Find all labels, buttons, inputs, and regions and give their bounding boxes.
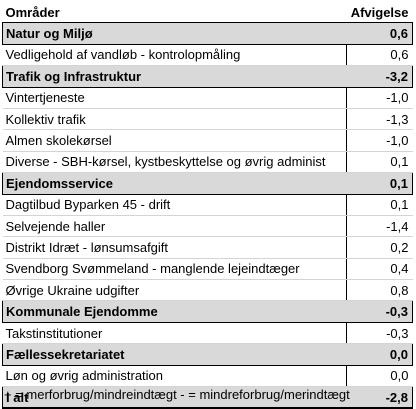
- row-value: 0,1: [346, 194, 413, 216]
- section-title: Kommunale Ejendomme: [2, 300, 347, 323]
- row-label: Svendborg Svømmeland - manglende lejeind…: [2, 258, 347, 281]
- row-label: Selvejende haller: [2, 215, 347, 238]
- row-value: 0,8: [346, 279, 413, 302]
- section-row-ejendomsservice: Ejendomsservice 0,1: [2, 172, 413, 195]
- table-row: Svendborg Svømmeland - manglende lejeind…: [2, 258, 413, 281]
- row-label: Kollektiv trafik: [2, 108, 347, 131]
- row-label: Øvrige Ukraine udgifter: [2, 279, 347, 302]
- row-label: Dagtilbud Byparken 45 - drift: [2, 194, 347, 216]
- section-title: Fællessekretariatet: [2, 343, 347, 366]
- row-label: Takstinstitutioner: [2, 322, 347, 345]
- table-row: Diverse - SBH-kørsel, kystbeskyttelse og…: [2, 151, 413, 174]
- row-value: -1,3: [346, 108, 413, 131]
- section-value: 0,0: [346, 343, 413, 366]
- row-label: Diverse - SBH-kørsel, kystbeskyttelse og…: [2, 151, 347, 174]
- section-title: Ejendomsservice: [2, 172, 347, 195]
- section-value: -0,3: [346, 300, 413, 323]
- table-row: Takstinstitutioner -0,3: [2, 322, 413, 345]
- table-row: Vedligehold af vandløb - kontrolopmåling…: [2, 44, 413, 67]
- table-row: Dagtilbud Byparken 45 - drift 0,1: [2, 194, 413, 216]
- table-row: Vintertjeneste -1,0: [2, 87, 413, 109]
- header-afvigelse: Afvigelse: [346, 2, 413, 24]
- row-value: 0,6: [346, 44, 413, 67]
- table-row: Øvrige Ukraine udgifter 0,8: [2, 279, 413, 302]
- row-value: -1,0: [346, 129, 413, 152]
- row-value: -1,4: [346, 215, 413, 238]
- header-omrader: Områder: [2, 2, 347, 24]
- sign-legend-footnote: + = merforbrug/mindreindtægt - = mindref…: [4, 387, 350, 402]
- row-value: -1,0: [346, 87, 413, 109]
- row-value: 0,0: [346, 365, 413, 388]
- row-value: 0,1: [346, 151, 413, 174]
- section-title: Natur og Miljø: [2, 22, 347, 45]
- section-row-natur-og-miljo: Natur og Miljø 0,6: [2, 22, 413, 45]
- row-label: Vintertjeneste: [2, 87, 347, 109]
- row-label: Almen skolekørsel: [2, 129, 347, 152]
- row-label: Distrikt Idræt - lønsumsafgift: [2, 236, 347, 259]
- section-value: 0,6: [346, 22, 413, 45]
- row-value: -0,3: [346, 322, 413, 345]
- section-value: -3,2: [346, 65, 413, 88]
- row-label: Vedligehold af vandløb - kontrolopmåling: [2, 44, 347, 67]
- table-row: Almen skolekørsel -1,0: [2, 129, 413, 152]
- table-row: Distrikt Idræt - lønsumsafgift 0,2: [2, 236, 413, 259]
- row-value: 0,4: [346, 258, 413, 281]
- table-row: Selvejende haller -1,4: [2, 215, 413, 238]
- table-row: Løn og øvrig administration 0,0: [2, 365, 413, 388]
- table-row: Kollektiv trafik -1,3: [2, 108, 413, 131]
- section-value: 0,1: [346, 172, 413, 195]
- header-row: Områder Afvigelse: [2, 2, 413, 24]
- row-label: Løn og øvrig administration: [2, 365, 347, 388]
- row-value: 0,2: [346, 236, 413, 259]
- section-row-kommunale-ejendomme: Kommunale Ejendomme -0,3: [2, 300, 413, 323]
- section-row-trafik-og-infrastruktur: Trafik og Infrastruktur -3,2: [2, 65, 413, 88]
- section-row-faellessekretariatet: Fællessekretariatet 0,0: [2, 343, 413, 366]
- section-title: Trafik og Infrastruktur: [2, 65, 347, 88]
